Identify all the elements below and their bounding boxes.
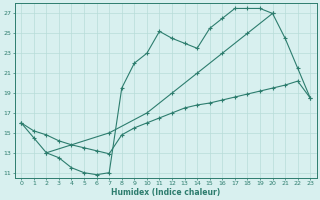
X-axis label: Humidex (Indice chaleur): Humidex (Indice chaleur) xyxy=(111,188,220,197)
